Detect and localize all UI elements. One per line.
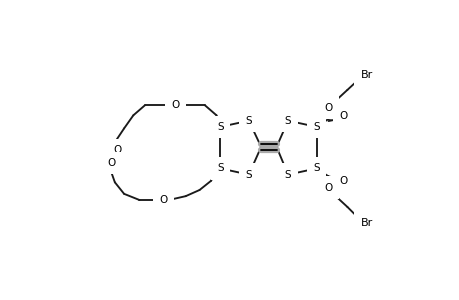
Text: O: O [171, 100, 179, 110]
Text: S: S [217, 122, 223, 132]
Text: S: S [284, 169, 291, 180]
Text: S: S [217, 164, 223, 173]
Text: S: S [245, 169, 252, 180]
Text: O: O [339, 176, 347, 186]
Text: O: O [159, 195, 167, 205]
Text: S: S [245, 116, 252, 126]
Text: O: O [323, 103, 331, 112]
Text: S: S [313, 164, 319, 173]
Text: O: O [323, 183, 331, 193]
Text: Br: Br [360, 218, 372, 228]
Text: S: S [284, 116, 291, 126]
Text: O: O [339, 111, 347, 121]
Text: O: O [107, 158, 116, 168]
Text: S: S [313, 122, 319, 132]
Text: O: O [113, 145, 121, 155]
Text: Br: Br [360, 70, 372, 80]
